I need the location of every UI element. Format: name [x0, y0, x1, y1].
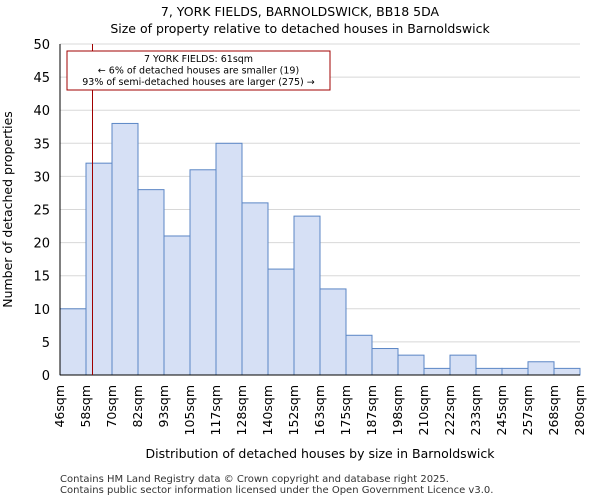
- y-tick-label: 20: [33, 237, 50, 252]
- y-tick-label: 35: [33, 137, 50, 152]
- histogram-bar: [111, 122, 139, 376]
- x-tick-label: 257sqm: [520, 385, 535, 435]
- histogram-bar: [59, 308, 87, 376]
- histogram-bar: [163, 235, 191, 376]
- x-tick-label: 210sqm: [416, 385, 431, 435]
- x-tick-label: 198sqm: [390, 385, 405, 435]
- x-tick-label: 245sqm: [494, 385, 509, 435]
- histogram-bar: [423, 367, 451, 376]
- x-tick-label: 163sqm: [312, 385, 327, 435]
- histogram-bar: [215, 142, 243, 376]
- chart-subtitle: Size of property relative to detached ho…: [110, 21, 490, 36]
- y-axis-label: Number of detached properties: [0, 111, 15, 308]
- x-tick-label: 70sqm: [104, 385, 119, 428]
- annotation-line: 7 YORK FIELDS: 61sqm: [144, 54, 253, 65]
- x-tick-label: 233sqm: [468, 385, 483, 435]
- footer-line-2: Contains public sector information licen…: [60, 485, 494, 496]
- x-tick-label: 58sqm: [78, 385, 93, 428]
- x-tick-label: 82sqm: [130, 385, 145, 428]
- y-tick-label: 15: [33, 270, 50, 285]
- x-tick-label: 187sqm: [364, 385, 379, 435]
- y-tick-label: 40: [33, 104, 50, 119]
- histogram-bar: [371, 348, 399, 376]
- histogram-bar: [397, 354, 425, 376]
- histogram-bar: [449, 354, 477, 376]
- x-tick-label: 152sqm: [286, 385, 301, 435]
- histogram-bar: [475, 367, 503, 376]
- x-tick-label: 93sqm: [156, 385, 171, 428]
- histogram-bar: [527, 361, 555, 376]
- histogram-bar: [189, 169, 217, 376]
- x-tick-label: 175sqm: [338, 385, 353, 435]
- histogram-bar: [267, 268, 295, 376]
- x-tick-label: 280sqm: [572, 385, 587, 435]
- histogram-bar: [345, 334, 373, 376]
- x-axis-label: Distribution of detached houses by size …: [145, 446, 495, 461]
- y-tick-label: 25: [33, 204, 50, 219]
- x-tick-label: 222sqm: [442, 385, 457, 435]
- x-tick-label: 105sqm: [182, 385, 197, 435]
- histogram-bar: [137, 189, 165, 376]
- footer-line-1: Contains HM Land Registry data © Crown c…: [60, 474, 449, 485]
- y-tick-label: 30: [33, 170, 50, 185]
- histogram-bar: [241, 202, 269, 376]
- histogram-bar: [553, 367, 581, 376]
- y-tick-label: 5: [42, 336, 50, 351]
- histogram-bar: [85, 162, 113, 376]
- x-tick-label: 46sqm: [52, 385, 67, 428]
- histogram-bar: [319, 288, 347, 376]
- y-tick-label: 10: [33, 303, 50, 318]
- annotation-line: ← 6% of detached houses are smaller (19): [98, 66, 299, 77]
- annotation-box: [66, 50, 331, 91]
- x-tick-label: 140sqm: [260, 385, 275, 435]
- x-tick-label: 268sqm: [546, 385, 561, 435]
- histogram-bar: [501, 367, 529, 376]
- y-tick-label: 45: [33, 71, 50, 86]
- chart-title: 7, YORK FIELDS, BARNOLDSWICK, BB18 5DA: [160, 4, 440, 19]
- histogram-bar: [293, 215, 321, 376]
- y-tick-label: 50: [33, 38, 50, 53]
- y-tick-label: 0: [42, 369, 50, 384]
- annotation-line: 93% of semi-detached houses are larger (…: [82, 77, 315, 88]
- x-tick-label: 128sqm: [234, 385, 249, 435]
- x-tick-label: 117sqm: [208, 385, 223, 435]
